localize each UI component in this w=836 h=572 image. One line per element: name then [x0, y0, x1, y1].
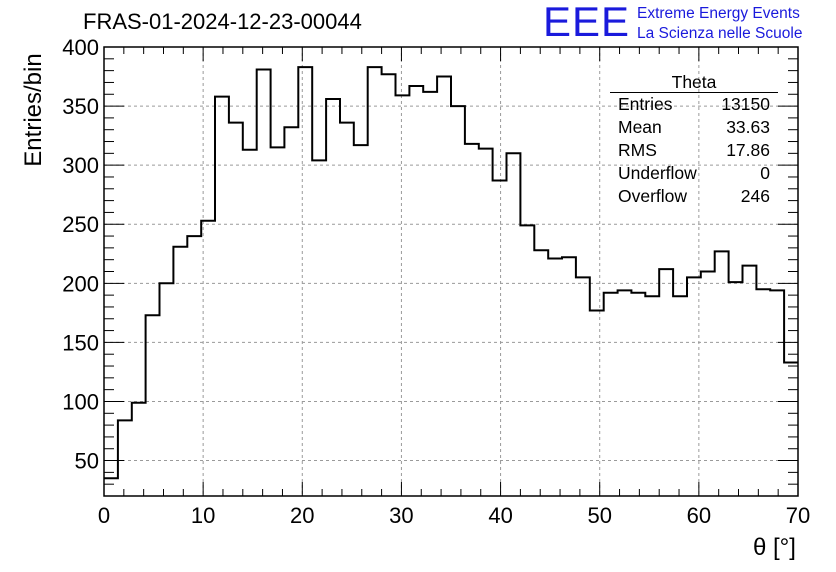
y-tick-label: 300	[62, 153, 99, 178]
y-tick-label: 150	[62, 330, 99, 355]
stat-label: Overflow	[618, 186, 688, 206]
x-tick-label: 10	[191, 503, 215, 528]
stat-row-overflow: Overflow 246	[610, 185, 778, 208]
tick-labels: 0 10 20 30 40 50 60 70 50 100 150 200 250 300 350 400	[62, 35, 810, 528]
x-tick-label: 60	[687, 503, 711, 528]
stat-row-entries: Entries 13150	[610, 93, 778, 116]
stats-box: Theta Entries 13150 Mean 33.63 RMS 17.86…	[610, 72, 778, 208]
logo-line-1: Extreme Energy Events	[637, 5, 800, 22]
y-tick-label: 100	[62, 389, 99, 414]
y-axis-label: Entries/bin	[20, 53, 47, 167]
y-tick-label: 250	[62, 212, 99, 237]
stat-label: RMS	[618, 140, 657, 160]
stat-label: Underflow	[618, 163, 697, 183]
y-tick-label: 400	[62, 35, 99, 60]
histogram-series	[104, 66, 798, 480]
x-tick-label: 30	[389, 503, 413, 528]
plot-frame	[103, 46, 799, 497]
stat-label: Entries	[618, 94, 673, 114]
x-tick-label: 20	[290, 503, 314, 528]
chart-title: FRAS-01-2024-12-23-00044	[83, 9, 362, 34]
stat-row-mean: Mean 33.63	[610, 116, 778, 139]
grid-lines	[104, 47, 798, 496]
stats-title: Theta	[610, 72, 778, 93]
y-tick-label: 350	[62, 94, 99, 119]
stat-value: 0	[760, 163, 770, 183]
stat-row-rms: RMS 17.86	[610, 139, 778, 162]
x-tick-label: 50	[587, 503, 611, 528]
stat-row-underflow: Underflow 0	[610, 162, 778, 185]
stat-label: Mean	[618, 117, 662, 137]
x-axis-label: θ [°]	[753, 534, 796, 561]
x-tick-label: 70	[786, 503, 810, 528]
logo-line-2: La Scienza nelle Scuole	[637, 25, 803, 42]
y-tick-label: 50	[75, 449, 99, 474]
stat-value: 33.63	[726, 117, 770, 137]
stat-value: 246	[740, 186, 770, 206]
stat-value: 13150	[721, 94, 770, 114]
x-tick-label: 0	[98, 503, 110, 528]
x-tick-label: 40	[488, 503, 512, 528]
y-tick-label: 200	[62, 271, 99, 296]
eee-logo-mark: EEE	[543, 0, 631, 45]
stat-value: 17.86	[726, 140, 770, 160]
eee-logo-text: Extreme Energy Events La Scienza nelle S…	[637, 4, 802, 44]
